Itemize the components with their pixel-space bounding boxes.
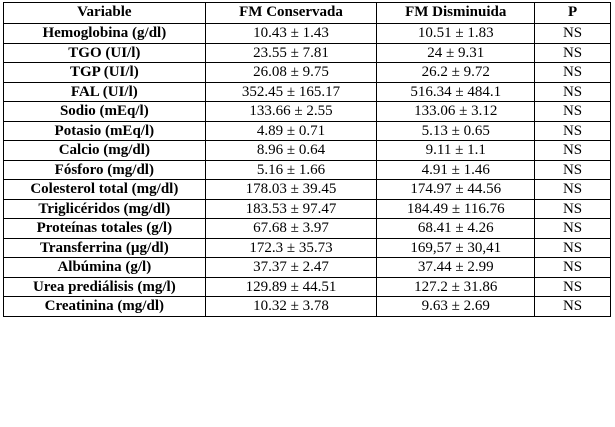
table-row: Sodio (mEq/l) 133.66 ± 2.55 133.06 ± 3.1… (3, 101, 611, 122)
cell-p: NS (534, 257, 611, 278)
cell-fm-conservada: 183.53 ± 97.47 (204, 198, 378, 219)
header-fm-disminuida: FM Disminuida (376, 2, 536, 24)
table-row: Transferrina (µg/dl) 172.3 ± 35.73 169,5… (3, 237, 611, 258)
cell-fm-disminuida: 174.97 ± 44.56 (376, 179, 536, 200)
header-variable: Variable (3, 2, 206, 24)
table-row: Colesterol total (mg/dl) 178.03 ± 39.45 … (3, 179, 611, 200)
cell-fm-conservada: 352.45 ± 165.17 (204, 81, 378, 102)
cell-variable: TGP (UI/l) (3, 62, 206, 83)
cell-fm-conservada: 172.3 ± 35.73 (204, 237, 378, 258)
table-row: Albúmina (g/l) 37.37 ± 2.47 37.44 ± 2.99… (3, 257, 611, 278)
cell-fm-disminuida: 68.41 ± 4.26 (376, 218, 536, 239)
cell-variable: Potasio (mEq/l) (3, 120, 206, 141)
table-row: Hemoglobina (g/dl) 10.43 ± 1.43 10.51 ± … (3, 23, 611, 44)
cell-p: NS (534, 101, 611, 122)
cell-p: NS (534, 42, 611, 63)
header-p: P (534, 2, 611, 24)
cell-fm-disminuida: 10.51 ± 1.83 (376, 23, 536, 44)
table-row: Creatinina (mg/dl) 10.32 ± 3.78 9.63 ± 2… (3, 296, 611, 317)
cell-variable: Triglicéridos (mg/dl) (3, 198, 206, 219)
table-row: Proteínas totales (g/l) 67.68 ± 3.97 68.… (3, 218, 611, 239)
cell-variable: FAL (UI/l) (3, 81, 206, 102)
cell-variable: Proteínas totales (g/l) (3, 218, 206, 239)
cell-p: NS (534, 237, 611, 258)
table-row: Potasio (mEq/l) 4.89 ± 0.71 5.13 ± 0.65 … (3, 120, 611, 141)
cell-fm-conservada: 178.03 ± 39.45 (204, 179, 378, 200)
cell-fm-conservada: 67.68 ± 3.97 (204, 218, 378, 239)
cell-fm-conservada: 10.43 ± 1.43 (204, 23, 378, 44)
table-row: Triglicéridos (mg/dl) 183.53 ± 97.47 184… (3, 198, 611, 219)
cell-variable: Urea prediálisis (mg/l) (3, 276, 206, 297)
cell-fm-conservada: 37.37 ± 2.47 (204, 257, 378, 278)
cell-fm-disminuida: 37.44 ± 2.99 (376, 257, 536, 278)
cell-fm-disminuida: 26.2 ± 9.72 (376, 62, 536, 83)
cell-p: NS (534, 159, 611, 180)
cell-fm-conservada: 133.66 ± 2.55 (204, 101, 378, 122)
table-row: Calcio (mg/dl) 8.96 ± 0.64 9.11 ± 1.1 NS (3, 140, 611, 161)
cell-fm-disminuida: 169,57 ± 30,41 (376, 237, 536, 258)
cell-p: NS (534, 81, 611, 102)
table-row: TGP (UI/l) 26.08 ± 9.75 26.2 ± 9.72 NS (3, 62, 611, 83)
header-fm-conservada: FM Conservada (204, 2, 378, 24)
cell-fm-disminuida: 516.34 ± 484.1 (376, 81, 536, 102)
cell-fm-disminuida: 4.91 ± 1.46 (376, 159, 536, 180)
cell-fm-disminuida: 5.13 ± 0.65 (376, 120, 536, 141)
cell-variable: Sodio (mEq/l) (3, 101, 206, 122)
cell-p: NS (534, 120, 611, 141)
cell-fm-disminuida: 127.2 ± 31.86 (376, 276, 536, 297)
cell-fm-conservada: 4.89 ± 0.71 (204, 120, 378, 141)
cell-fm-disminuida: 133.06 ± 3.12 (376, 101, 536, 122)
cell-fm-conservada: 129.89 ± 44.51 (204, 276, 378, 297)
cell-p: NS (534, 218, 611, 239)
cell-fm-conservada: 26.08 ± 9.75 (204, 62, 378, 83)
cell-p: NS (534, 276, 611, 297)
cell-variable: Calcio (mg/dl) (3, 140, 206, 161)
cell-variable: Creatinina (mg/dl) (3, 296, 206, 317)
table-row: Fósforo (mg/dl) 5.16 ± 1.66 4.91 ± 1.46 … (3, 159, 611, 180)
cell-variable: Transferrina (µg/dl) (3, 237, 206, 258)
cell-variable: Colesterol total (mg/dl) (3, 179, 206, 200)
cell-variable: TGO (UI/l) (3, 42, 206, 63)
cell-p: NS (534, 62, 611, 83)
cell-p: NS (534, 198, 611, 219)
cell-fm-disminuida: 24 ± 9.31 (376, 42, 536, 63)
cell-variable: Hemoglobina (g/dl) (3, 23, 206, 44)
cell-fm-disminuida: 9.63 ± 2.69 (376, 296, 536, 317)
cell-variable: Albúmina (g/l) (3, 257, 206, 278)
table-row: FAL (UI/l) 352.45 ± 165.17 516.34 ± 484.… (3, 81, 611, 102)
cell-fm-disminuida: 9.11 ± 1.1 (376, 140, 536, 161)
cell-fm-conservada: 10.32 ± 3.78 (204, 296, 378, 317)
cell-fm-disminuida: 184.49 ± 116.76 (376, 198, 536, 219)
cell-p: NS (534, 140, 611, 161)
table-row: Urea prediálisis (mg/l) 129.89 ± 44.51 1… (3, 276, 611, 297)
cell-p: NS (534, 179, 611, 200)
cell-p: NS (534, 296, 611, 317)
cell-p: NS (534, 23, 611, 44)
table-row: TGO (UI/l) 23.55 ± 7.81 24 ± 9.31 NS (3, 42, 611, 63)
results-table: Variable FM Conservada FM Disminuida P H… (3, 2, 611, 317)
cell-variable: Fósforo (mg/dl) (3, 159, 206, 180)
cell-fm-conservada: 5.16 ± 1.66 (204, 159, 378, 180)
cell-fm-conservada: 8.96 ± 0.64 (204, 140, 378, 161)
header-row: Variable FM Conservada FM Disminuida P (3, 2, 611, 24)
cell-fm-conservada: 23.55 ± 7.81 (204, 42, 378, 63)
